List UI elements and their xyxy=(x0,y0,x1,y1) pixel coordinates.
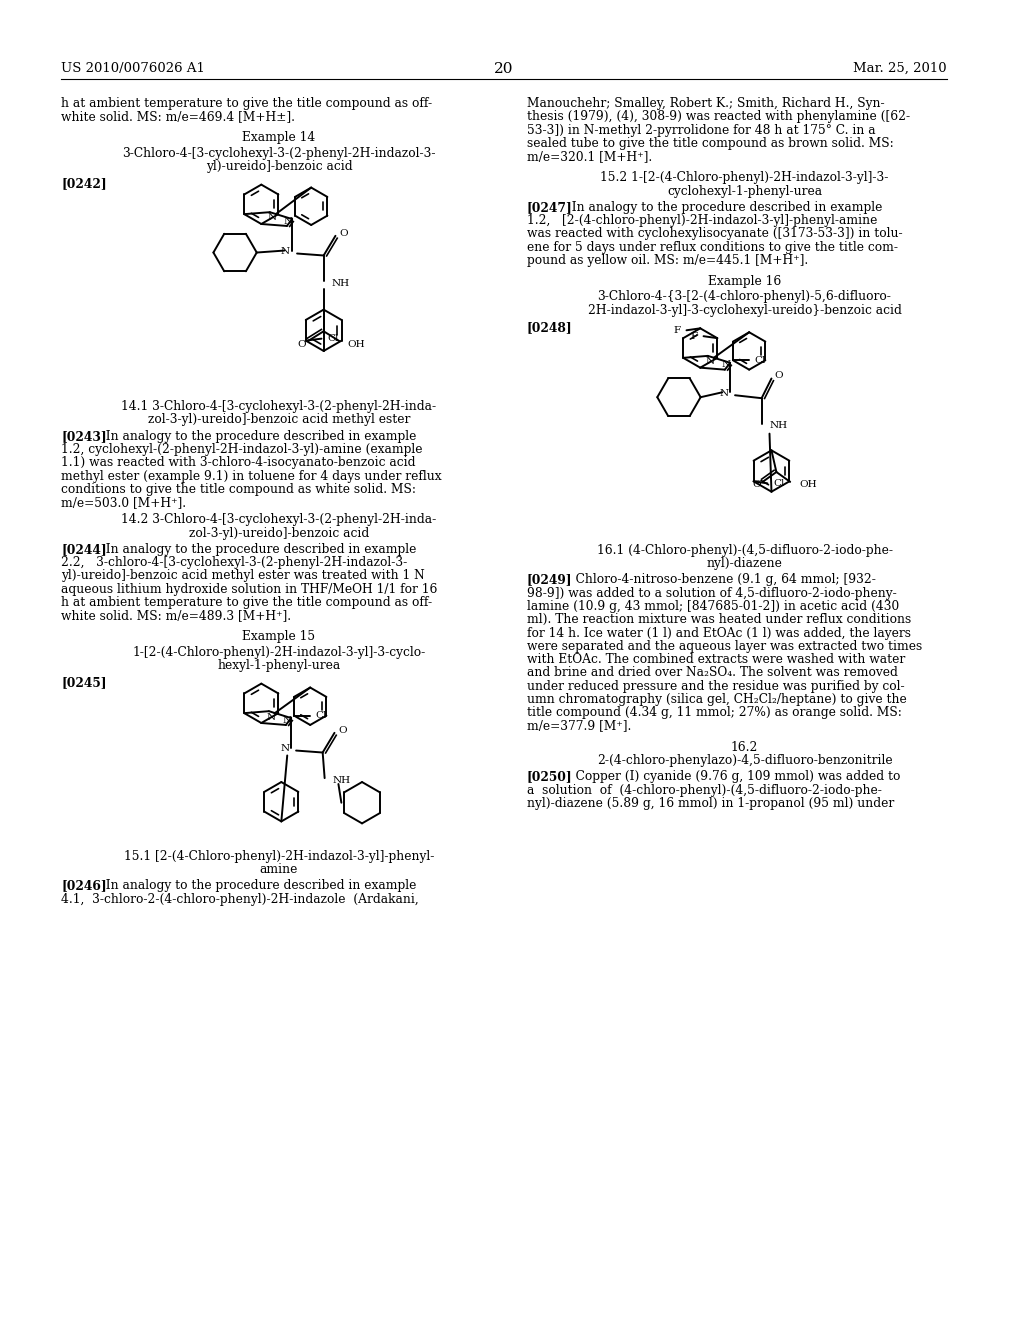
Text: O: O xyxy=(298,339,306,348)
Text: 14.2 3-Chloro-4-[3-cyclohexyl-3-(2-phenyl-2H-inda-: 14.2 3-Chloro-4-[3-cyclohexyl-3-(2-pheny… xyxy=(122,513,436,527)
Text: In analogy to the procedure described in example: In analogy to the procedure described in… xyxy=(564,201,883,214)
Text: white solid. MS: m/e=489.3 [M+H⁺].: white solid. MS: m/e=489.3 [M+H⁺]. xyxy=(61,610,291,622)
Text: white solid. MS: m/e=469.4 [M+H±].: white solid. MS: m/e=469.4 [M+H±]. xyxy=(61,111,295,123)
Text: Example 14: Example 14 xyxy=(243,132,315,144)
Text: NH: NH xyxy=(333,776,350,784)
Text: [0250]: [0250] xyxy=(526,771,572,783)
Text: Cl: Cl xyxy=(773,479,784,488)
Text: yl)-ureido]-benzoic acid: yl)-ureido]-benzoic acid xyxy=(206,160,352,173)
Text: m/e=377.9 [M⁺].: m/e=377.9 [M⁺]. xyxy=(526,719,631,733)
Text: under reduced pressure and the residue was purified by col-: under reduced pressure and the residue w… xyxy=(526,680,904,693)
Text: zol-3-yl)-ureido]-benzoic acid methyl ester: zol-3-yl)-ureido]-benzoic acid methyl es… xyxy=(147,413,411,426)
Text: 3-Chloro-4-[3-cyclohexyl-3-(2-phenyl-2H-indazol-3-: 3-Chloro-4-[3-cyclohexyl-3-(2-phenyl-2H-… xyxy=(122,147,436,160)
Text: [0243]: [0243] xyxy=(61,430,106,442)
Text: N: N xyxy=(267,213,276,222)
Text: Cl: Cl xyxy=(328,334,339,343)
Text: methyl ester (example 9.1) in toluene for 4 days under reflux: methyl ester (example 9.1) in toluene fo… xyxy=(61,470,441,483)
Text: 3-Chloro-4-{3-[2-(4-chloro-phenyl)-5,6-difluoro-: 3-Chloro-4-{3-[2-(4-chloro-phenyl)-5,6-d… xyxy=(598,290,892,304)
Text: m/e=503.0 [M+H⁺].: m/e=503.0 [M+H⁺]. xyxy=(61,496,186,510)
Text: amine: amine xyxy=(260,863,298,876)
Text: thesis (1979), (4), 308-9) was reacted with phenylamine ([62-: thesis (1979), (4), 308-9) was reacted w… xyxy=(526,111,909,123)
Text: 1.1) was reacted with 3-chloro-4-isocyanato-benzoic acid: 1.1) was reacted with 3-chloro-4-isocyan… xyxy=(61,457,416,470)
Text: [0244]: [0244] xyxy=(61,543,106,556)
Text: [0245]: [0245] xyxy=(61,676,106,689)
Text: with EtOAc. The combined extracts were washed with water: with EtOAc. The combined extracts were w… xyxy=(526,653,905,667)
Text: 20: 20 xyxy=(495,62,514,75)
Text: O: O xyxy=(339,230,347,239)
Text: O: O xyxy=(753,480,761,490)
Text: [0246]: [0246] xyxy=(61,879,106,892)
Text: US 2010/0076026 A1: US 2010/0076026 A1 xyxy=(61,62,205,75)
Text: N: N xyxy=(281,247,290,256)
Text: 15.2 1-[2-(4-Chloro-phenyl)-2H-indazol-3-yl]-3-: 15.2 1-[2-(4-Chloro-phenyl)-2H-indazol-3… xyxy=(600,172,889,185)
Text: OH: OH xyxy=(347,339,365,348)
Text: ene for 5 days under reflux conditions to give the title com-: ene for 5 days under reflux conditions t… xyxy=(526,240,898,253)
Text: a  solution  of  (4-chloro-phenyl)-(4,5-difluoro-2-iodo-phe-: a solution of (4-chloro-phenyl)-(4,5-dif… xyxy=(526,784,882,796)
Text: [0249]: [0249] xyxy=(526,573,572,586)
Text: h at ambient temperature to give the title compound as off-: h at ambient temperature to give the tit… xyxy=(61,597,432,609)
Text: NH: NH xyxy=(769,421,787,430)
Text: 2H-indazol-3-yl]-3-cyclohexyl-ureido}-benzoic acid: 2H-indazol-3-yl]-3-cyclohexyl-ureido}-be… xyxy=(588,304,901,317)
Text: ml). The reaction mixture was heated under reflux conditions: ml). The reaction mixture was heated und… xyxy=(526,614,910,626)
Text: N: N xyxy=(283,715,292,725)
Text: NH: NH xyxy=(332,279,349,288)
Text: In analogy to the procedure described in example: In analogy to the procedure described in… xyxy=(98,543,417,556)
Text: sealed tube to give the title compound as brown solid. MS:: sealed tube to give the title compound a… xyxy=(526,137,893,150)
Text: pound as yellow oil. MS: m/e=445.1 [M+H⁺].: pound as yellow oil. MS: m/e=445.1 [M+H⁺… xyxy=(526,253,808,267)
Text: Mar. 25, 2010: Mar. 25, 2010 xyxy=(853,62,947,75)
Text: O: O xyxy=(338,726,347,735)
Text: and brine and dried over Na₂SO₄. The solvent was removed: and brine and dried over Na₂SO₄. The sol… xyxy=(526,667,897,680)
Text: umn chromatography (silica gel, CH₂Cl₂/heptane) to give the: umn chromatography (silica gel, CH₂Cl₂/h… xyxy=(526,693,906,706)
Text: 15.1 [2-(4-Chloro-phenyl)-2H-indazol-3-yl]-phenyl-: 15.1 [2-(4-Chloro-phenyl)-2H-indazol-3-y… xyxy=(124,850,434,863)
Text: F: F xyxy=(690,331,697,341)
Text: Example 16: Example 16 xyxy=(708,275,781,288)
Text: 98-9]) was added to a solution of 4,5-difluoro-2-iodo-pheny-: 98-9]) was added to a solution of 4,5-di… xyxy=(526,586,896,599)
Text: title compound (4.34 g, 11 mmol; 27%) as orange solid. MS:: title compound (4.34 g, 11 mmol; 27%) as… xyxy=(526,706,901,719)
Text: In analogy to the procedure described in example: In analogy to the procedure described in… xyxy=(98,430,417,442)
Text: m/e=320.1 [M+H⁺].: m/e=320.1 [M+H⁺]. xyxy=(526,150,652,164)
Text: N: N xyxy=(706,358,715,366)
Text: zol-3-yl)-ureido]-benzoic acid: zol-3-yl)-ureido]-benzoic acid xyxy=(188,527,369,540)
Text: for 14 h. Ice water (1 l) and EtOAc (1 l) was added, the layers: for 14 h. Ice water (1 l) and EtOAc (1 l… xyxy=(526,627,910,639)
Text: [0242]: [0242] xyxy=(61,177,106,190)
Text: 53-3]) in N-methyl 2-pyrrolidone for 48 h at 175° C. in a: 53-3]) in N-methyl 2-pyrrolidone for 48 … xyxy=(526,124,876,136)
Text: lamine (10.9 g, 43 mmol; [847685-01-2]) in acetic acid (430: lamine (10.9 g, 43 mmol; [847685-01-2]) … xyxy=(526,601,899,612)
Text: N: N xyxy=(284,216,293,226)
Text: O: O xyxy=(774,371,782,380)
Text: 2-(4-chloro-phenylazo)-4,5-difluoro-benzonitrile: 2-(4-chloro-phenylazo)-4,5-difluoro-benz… xyxy=(597,754,892,767)
Text: yl)-ureido]-benzoic acid methyl ester was treated with 1 N: yl)-ureido]-benzoic acid methyl ester wa… xyxy=(61,569,425,582)
Text: 16.2: 16.2 xyxy=(731,741,758,754)
Text: N: N xyxy=(281,744,290,754)
Text: 1.2,   [2-(4-chloro-phenyl)-2H-indazol-3-yl]-phenyl-amine: 1.2, [2-(4-chloro-phenyl)-2H-indazol-3-y… xyxy=(526,214,877,227)
Text: nyl)-diazene (5.89 g, 16 mmol) in 1-propanol (95 ml) under: nyl)-diazene (5.89 g, 16 mmol) in 1-prop… xyxy=(526,797,894,809)
Text: 2.2,   3-chloro-4-[3-cyclohexyl-3-(2-phenyl-2H-indazol-3-: 2.2, 3-chloro-4-[3-cyclohexyl-3-(2-pheny… xyxy=(61,556,408,569)
Text: Cl: Cl xyxy=(315,711,327,721)
Text: was reacted with cyclohexylisocyanate ([3173-53-3]) in tolu-: was reacted with cyclohexylisocyanate ([… xyxy=(526,227,902,240)
Text: In analogy to the procedure described in example: In analogy to the procedure described in… xyxy=(98,879,417,892)
Text: cyclohexyl-1-phenyl-urea: cyclohexyl-1-phenyl-urea xyxy=(667,185,822,198)
Text: Example 15: Example 15 xyxy=(243,631,315,643)
Text: h at ambient temperature to give the title compound as off-: h at ambient temperature to give the tit… xyxy=(61,98,432,110)
Text: 4.1,  3-chloro-2-(4-chloro-phenyl)-2H-indazole  (Ardakani,: 4.1, 3-chloro-2-(4-chloro-phenyl)-2H-ind… xyxy=(61,892,419,906)
Text: 14.1 3-Chloro-4-[3-cyclohexyl-3-(2-phenyl-2H-inda-: 14.1 3-Chloro-4-[3-cyclohexyl-3-(2-pheny… xyxy=(122,400,436,413)
Text: N: N xyxy=(266,713,275,722)
Text: conditions to give the title compound as white solid. MS:: conditions to give the title compound as… xyxy=(61,483,416,496)
Text: Chloro-4-nitroso-benzene (9.1 g, 64 mmol; [932-: Chloro-4-nitroso-benzene (9.1 g, 64 mmol… xyxy=(564,573,876,586)
Text: nyl)-diazene: nyl)-diazene xyxy=(707,557,782,570)
Text: OH: OH xyxy=(799,480,817,490)
Text: F: F xyxy=(674,326,681,335)
Text: N: N xyxy=(721,360,730,370)
Text: Manouchehr; Smalley, Robert K.; Smith, Richard H., Syn-: Manouchehr; Smalley, Robert K.; Smith, R… xyxy=(526,98,884,110)
Text: N: N xyxy=(720,389,729,397)
Text: aqueous lithium hydroxide solution in THF/MeOH 1/1 for 16: aqueous lithium hydroxide solution in TH… xyxy=(61,582,437,595)
Text: 1-[2-(4-Chloro-phenyl)-2H-indazol-3-yl]-3-cyclo-: 1-[2-(4-Chloro-phenyl)-2H-indazol-3-yl]-… xyxy=(132,645,426,659)
Text: hexyl-1-phenyl-urea: hexyl-1-phenyl-urea xyxy=(217,659,341,672)
Text: [0248]: [0248] xyxy=(526,321,572,334)
Text: Cl: Cl xyxy=(755,356,766,364)
Text: 1.2, cyclohexyl-(2-phenyl-2H-indazol-3-yl)-amine (example: 1.2, cyclohexyl-(2-phenyl-2H-indazol-3-y… xyxy=(61,444,423,455)
Text: were separated and the aqueous layer was extracted two times: were separated and the aqueous layer was… xyxy=(526,640,922,653)
Text: [0247]: [0247] xyxy=(526,201,572,214)
Text: Copper (I) cyanide (9.76 g, 109 mmol) was added to: Copper (I) cyanide (9.76 g, 109 mmol) wa… xyxy=(564,771,900,783)
Text: 16.1 (4-Chloro-phenyl)-(4,5-difluoro-2-iodo-phe-: 16.1 (4-Chloro-phenyl)-(4,5-difluoro-2-i… xyxy=(597,544,893,557)
